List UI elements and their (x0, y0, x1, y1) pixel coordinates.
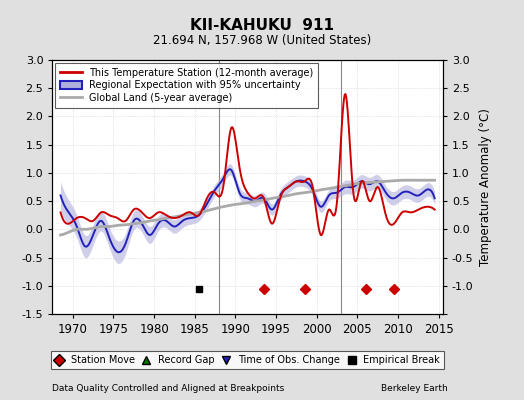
Legend: This Temperature Station (12-month average), Regional Expectation with 95% uncer: This Temperature Station (12-month avera… (56, 63, 319, 108)
Text: Data Quality Controlled and Aligned at Breakpoints: Data Quality Controlled and Aligned at B… (52, 384, 285, 393)
Text: KII-KAHUKU  911: KII-KAHUKU 911 (190, 18, 334, 33)
Legend: Station Move, Record Gap, Time of Obs. Change, Empirical Break: Station Move, Record Gap, Time of Obs. C… (51, 351, 444, 369)
Y-axis label: Temperature Anomaly (°C): Temperature Anomaly (°C) (479, 108, 492, 266)
Text: Berkeley Earth: Berkeley Earth (381, 384, 448, 393)
Text: 21.694 N, 157.968 W (United States): 21.694 N, 157.968 W (United States) (153, 34, 371, 47)
